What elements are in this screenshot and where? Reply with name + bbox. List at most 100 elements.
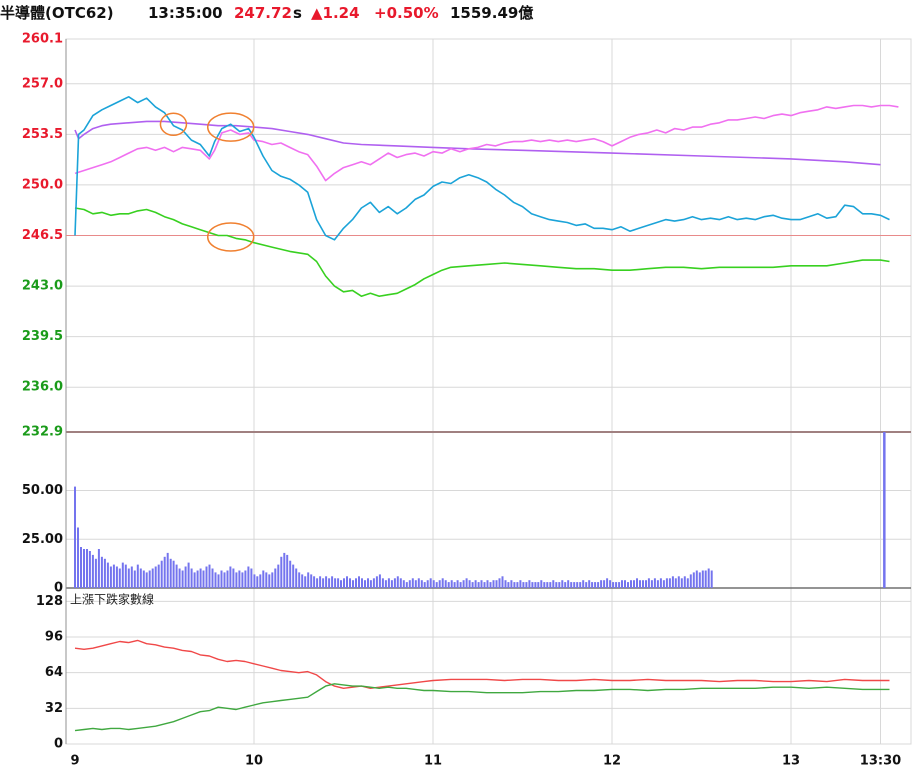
volume-bar: [74, 486, 76, 588]
volume-bar: [378, 574, 381, 588]
volume-bar: [630, 580, 632, 588]
volume-bar: [549, 582, 552, 588]
volume-bar: [414, 580, 417, 588]
volume-tick-label: 0: [54, 581, 63, 596]
price-change-percent: +0.50%: [374, 4, 439, 22]
volume-bar: [199, 568, 202, 588]
volume-bar: [352, 580, 354, 588]
volume-bar: [704, 570, 707, 588]
volume-bar: [390, 580, 393, 588]
volume-bar: [187, 562, 190, 588]
quote-time: 13:35:00: [148, 4, 223, 22]
volume-bar: [492, 580, 495, 588]
volume-bar: [612, 582, 615, 588]
volume-bar: [381, 578, 384, 589]
breadth-panel-title: 上漲下跌家數線: [70, 592, 154, 607]
volume-bar: [489, 582, 492, 588]
volume-bar: [169, 558, 172, 589]
volume-bar: [558, 582, 561, 588]
volume-bar: [609, 580, 612, 588]
volume-bar: [528, 580, 531, 588]
volume-bar: [262, 570, 265, 588]
volume-bar: [525, 582, 528, 588]
annotation-circle: [206, 112, 255, 142]
volume-bar: [289, 560, 292, 588]
quote-header: 半導體(OTC62) 13:35:00 247.72 s ▲1.24 +0.50…: [0, 0, 916, 28]
volume-bar: [420, 580, 423, 588]
breadth-series: [74, 639, 890, 732]
volume-bar: [567, 580, 570, 588]
volume-bar: [130, 566, 133, 588]
volume-bar: [642, 580, 644, 588]
price-tick-label: 232.9: [22, 425, 63, 440]
volume-bar: [106, 562, 109, 588]
volume-bar: [519, 580, 522, 588]
volume-bar: [402, 580, 405, 588]
volume-bar: [501, 576, 504, 588]
volume-bar-final: [883, 432, 886, 588]
volume-bar: [624, 580, 626, 588]
volume-bar: [369, 580, 372, 588]
volume-bar: [145, 572, 148, 588]
volume-bar: [307, 572, 310, 588]
breadth-tick-label: 96: [45, 630, 63, 645]
volume-bar: [513, 582, 516, 588]
volume-bar: [710, 570, 713, 588]
volume-bar: [319, 576, 322, 588]
volume-bar: [274, 568, 277, 588]
volume-bar: [91, 554, 94, 588]
volume-bar: [142, 570, 145, 588]
volume-bar: [220, 570, 223, 588]
annotation-circle: [159, 112, 188, 136]
volume-bar: [561, 580, 564, 588]
volume-bar: [477, 582, 480, 588]
price-tick-label: 253.5: [22, 127, 63, 142]
volume-bar: [214, 572, 217, 588]
volume-bar: [686, 578, 689, 589]
breadth-tick-label: 32: [45, 701, 63, 716]
volume-bar: [349, 578, 351, 589]
volume-bar: [139, 568, 142, 588]
volume-bar: [115, 566, 118, 588]
purple-line: [74, 120, 881, 166]
volume-bar: [112, 564, 115, 588]
volume-bar: [689, 574, 692, 588]
volume-bar: [438, 580, 441, 588]
volume-bar: [77, 527, 79, 588]
time-tick-label: 13: [782, 754, 800, 769]
volume-bar: [154, 566, 157, 588]
volume-bar: [468, 580, 471, 588]
volume-bar: [396, 576, 399, 588]
volume-bar: [337, 578, 340, 589]
volume-bar: [444, 580, 447, 588]
price-tick-label: 246.5: [22, 228, 63, 243]
volume-bar: [387, 578, 390, 589]
volume-bar: [707, 568, 710, 588]
volume-bar: [543, 582, 546, 588]
time-tick-label: 10: [245, 754, 263, 769]
volume-bar: [163, 556, 166, 588]
volume-bar: [301, 574, 304, 588]
volume-bar: [118, 568, 121, 588]
price-tick-label: 250.0: [22, 177, 63, 192]
volume-bar: [325, 576, 328, 588]
volume-bar: [241, 572, 244, 588]
volume-bar: [579, 582, 582, 588]
volume-bar: [196, 570, 199, 588]
volume-bar: [647, 578, 650, 589]
volume-bar: [405, 582, 408, 588]
volume-bar: [698, 572, 701, 588]
volume-bar: [570, 582, 573, 588]
volume-bar: [588, 580, 591, 588]
volume-bar: [504, 580, 507, 588]
annotations: [159, 112, 255, 252]
volume-bar: [223, 572, 226, 588]
volume-bar: [208, 564, 211, 588]
volume-bar: [603, 580, 606, 588]
volume-bar: [441, 578, 444, 589]
price-suffix: s: [293, 4, 302, 22]
volume-bar: [591, 582, 594, 588]
breadth-tick-label: 64: [45, 665, 63, 680]
volume-bar: [86, 549, 88, 588]
